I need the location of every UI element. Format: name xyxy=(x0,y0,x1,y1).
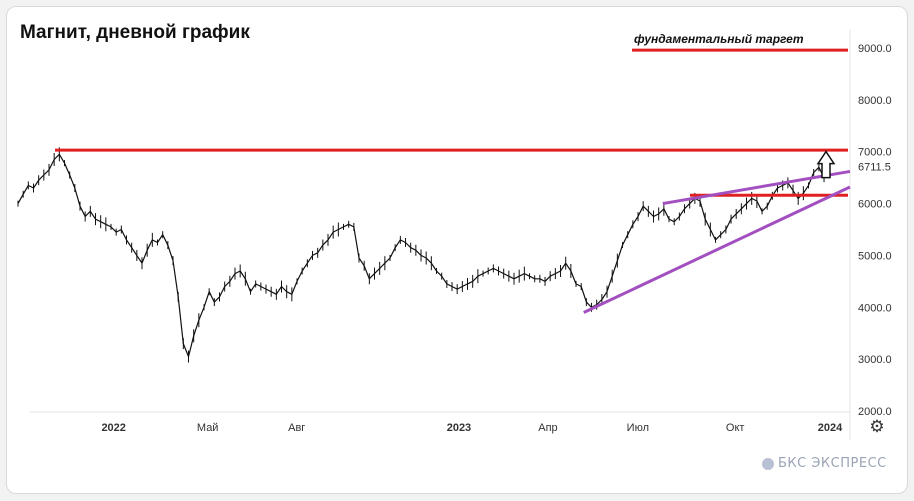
y-tick-label: 2000.0 xyxy=(858,406,892,418)
channel-lower-line xyxy=(583,185,851,314)
y-tick-label: 8000.0 xyxy=(858,95,892,107)
x-tick-label: 2023 xyxy=(447,422,471,434)
annotations: фундаментальный таргет xyxy=(55,32,851,314)
bks-logo-icon xyxy=(762,457,774,470)
y-tick-label: 9000.0 xyxy=(858,43,892,55)
channel-upper-line xyxy=(662,169,851,206)
x-tick-label: Окт xyxy=(726,422,745,434)
y-tick-label: 5000.0 xyxy=(858,250,892,262)
axes: 9000.0 8000.0 7000.0 6000.0 5000.0 4000.0 3000… xyxy=(30,30,892,440)
target-level-label: фундаментальный таргет xyxy=(634,32,804,46)
plot-area xyxy=(17,147,830,363)
x-tick-label: Июл xyxy=(627,422,649,434)
current-price-label: 6711.5 xyxy=(858,162,891,174)
y-tick-label: 7000.0 xyxy=(858,147,892,159)
y-tick-label: 6000.0 xyxy=(858,199,892,211)
chart-title: Магнит, дневной график xyxy=(20,22,250,43)
gear-icon[interactable]: ⚙ xyxy=(869,417,885,437)
y-tick-label: 3000.0 xyxy=(858,354,892,366)
y-tick-label: 4000.0 xyxy=(858,302,892,314)
brand-text: БКС ЭКСПРЕСС xyxy=(778,456,887,471)
up-arrow-icon xyxy=(816,150,836,179)
x-tick-label: 2024 xyxy=(818,422,843,434)
x-tick-label: Май xyxy=(197,422,219,434)
x-tick-label: 2022 xyxy=(101,422,125,434)
brand-logo: БКС ЭКСПРЕСС xyxy=(762,456,887,471)
x-tick-label: Апр xyxy=(538,422,557,434)
x-tick-label: Авг xyxy=(288,422,305,434)
chart-card xyxy=(6,6,908,494)
